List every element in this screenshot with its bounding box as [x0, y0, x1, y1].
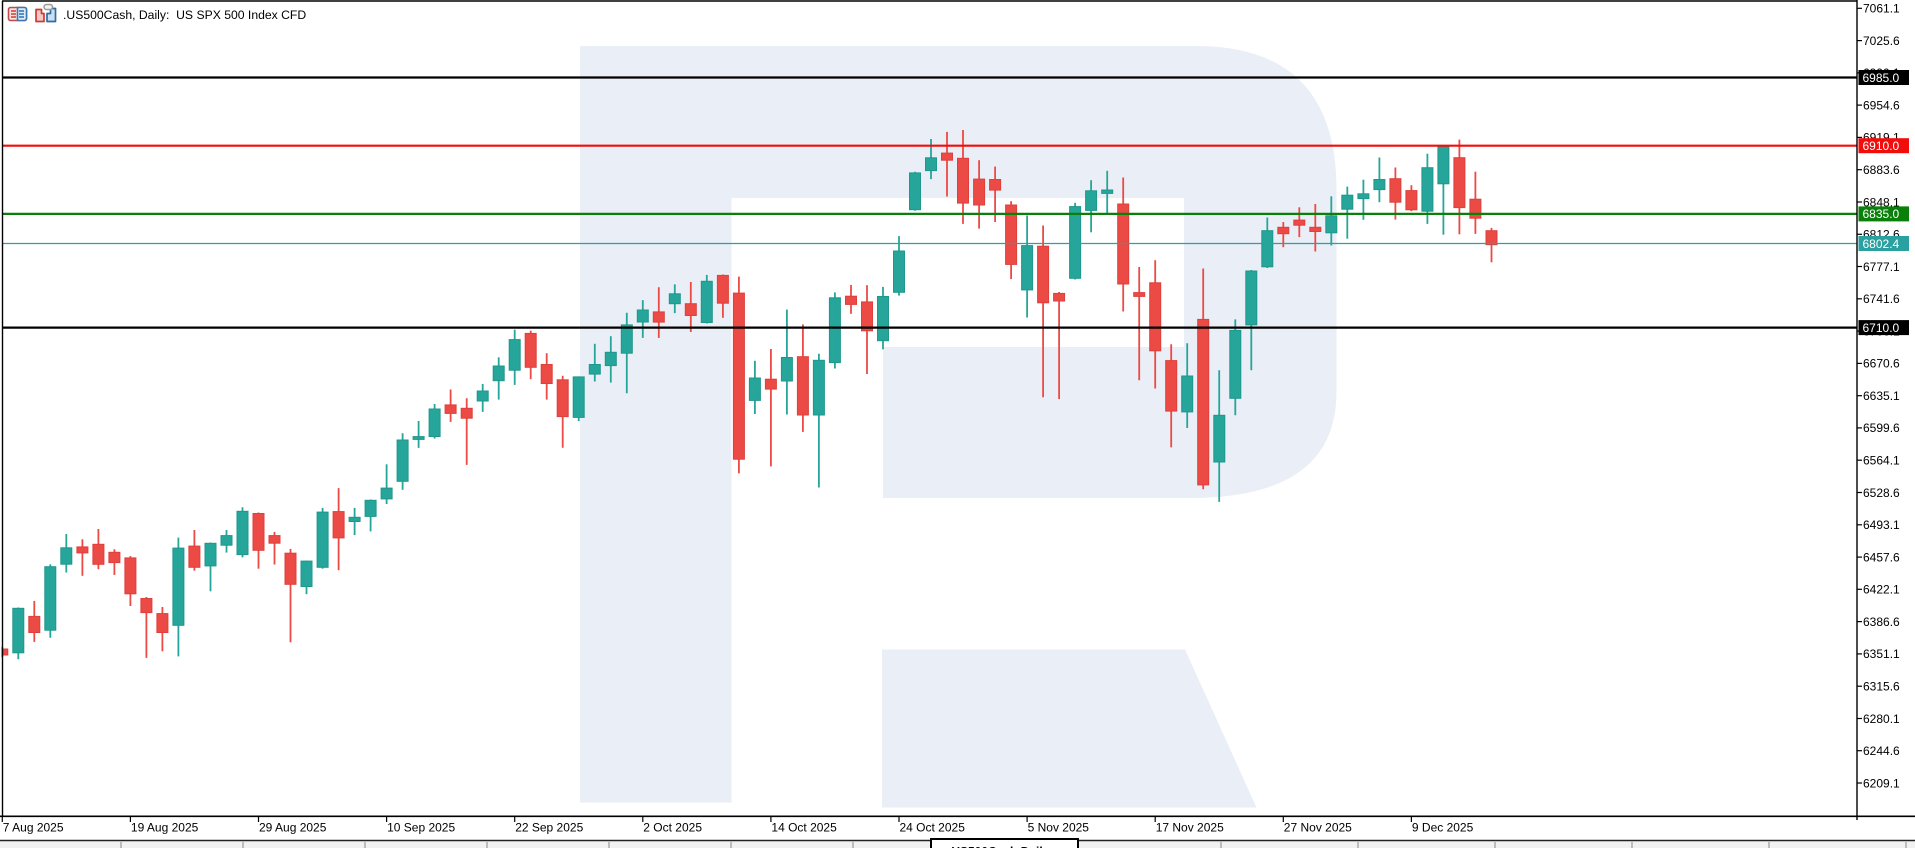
svg-text:6457.6: 6457.6 — [1863, 550, 1900, 564]
svg-text:6351.1: 6351.1 — [1863, 647, 1900, 661]
svg-text:6710.0: 6710.0 — [1863, 321, 1900, 335]
svg-text:27 Nov 2025: 27 Nov 2025 — [1284, 821, 1352, 835]
svg-text:22 Sep 2025: 22 Sep 2025 — [515, 821, 583, 835]
svg-text:6954.6: 6954.6 — [1863, 98, 1900, 112]
svg-text:2 Oct 2025: 2 Oct 2025 — [643, 821, 702, 835]
svg-text:6528.6: 6528.6 — [1863, 486, 1900, 500]
svg-text:7025.6: 7025.6 — [1863, 34, 1900, 48]
svg-text:.US500Cash,Daily: .US500Cash,Daily — [948, 845, 1050, 848]
svg-text:6564.1: 6564.1 — [1863, 454, 1900, 468]
svg-text:6244.6: 6244.6 — [1863, 744, 1900, 758]
svg-text:29 Aug 2025: 29 Aug 2025 — [259, 821, 327, 835]
svg-text:6386.6: 6386.6 — [1863, 615, 1900, 629]
svg-text:6493.1: 6493.1 — [1863, 518, 1900, 532]
svg-text:17 Nov 2025: 17 Nov 2025 — [1156, 821, 1224, 835]
svg-text:6848.1: 6848.1 — [1863, 195, 1900, 209]
svg-text:6209.1: 6209.1 — [1863, 776, 1900, 790]
svg-text:24 Oct 2025: 24 Oct 2025 — [900, 821, 966, 835]
svg-text:6635.1: 6635.1 — [1863, 389, 1900, 403]
svg-text:6422.1: 6422.1 — [1863, 583, 1900, 597]
svg-text:6741.6: 6741.6 — [1863, 292, 1900, 306]
svg-text:6599.6: 6599.6 — [1863, 421, 1900, 435]
svg-text:6777.1: 6777.1 — [1863, 260, 1900, 274]
svg-text:6802.4: 6802.4 — [1863, 237, 1900, 251]
svg-text:7 Aug 2025: 7 Aug 2025 — [3, 821, 64, 835]
svg-text:6670.6: 6670.6 — [1863, 357, 1900, 371]
svg-text:6985.0: 6985.0 — [1863, 71, 1900, 85]
svg-text:6883.6: 6883.6 — [1863, 163, 1900, 177]
svg-text:5 Nov 2025: 5 Nov 2025 — [1028, 821, 1090, 835]
svg-text:6910.0: 6910.0 — [1863, 139, 1900, 153]
svg-text:6835.0: 6835.0 — [1863, 207, 1900, 221]
svg-text:6280.1: 6280.1 — [1863, 712, 1900, 726]
svg-text:14 Oct 2025: 14 Oct 2025 — [771, 821, 837, 835]
svg-text:10 Sep 2025: 10 Sep 2025 — [387, 821, 455, 835]
svg-text:.US500Cash, Daily: US SPX 500: .US500Cash, Daily: US SPX 500 Index CFD — [63, 8, 306, 22]
svg-text:7061.1: 7061.1 — [1863, 2, 1900, 16]
svg-text:9 Dec 2025: 9 Dec 2025 — [1412, 821, 1474, 835]
svg-text:6315.6: 6315.6 — [1863, 680, 1900, 694]
svg-text:19 Aug 2025: 19 Aug 2025 — [131, 821, 199, 835]
